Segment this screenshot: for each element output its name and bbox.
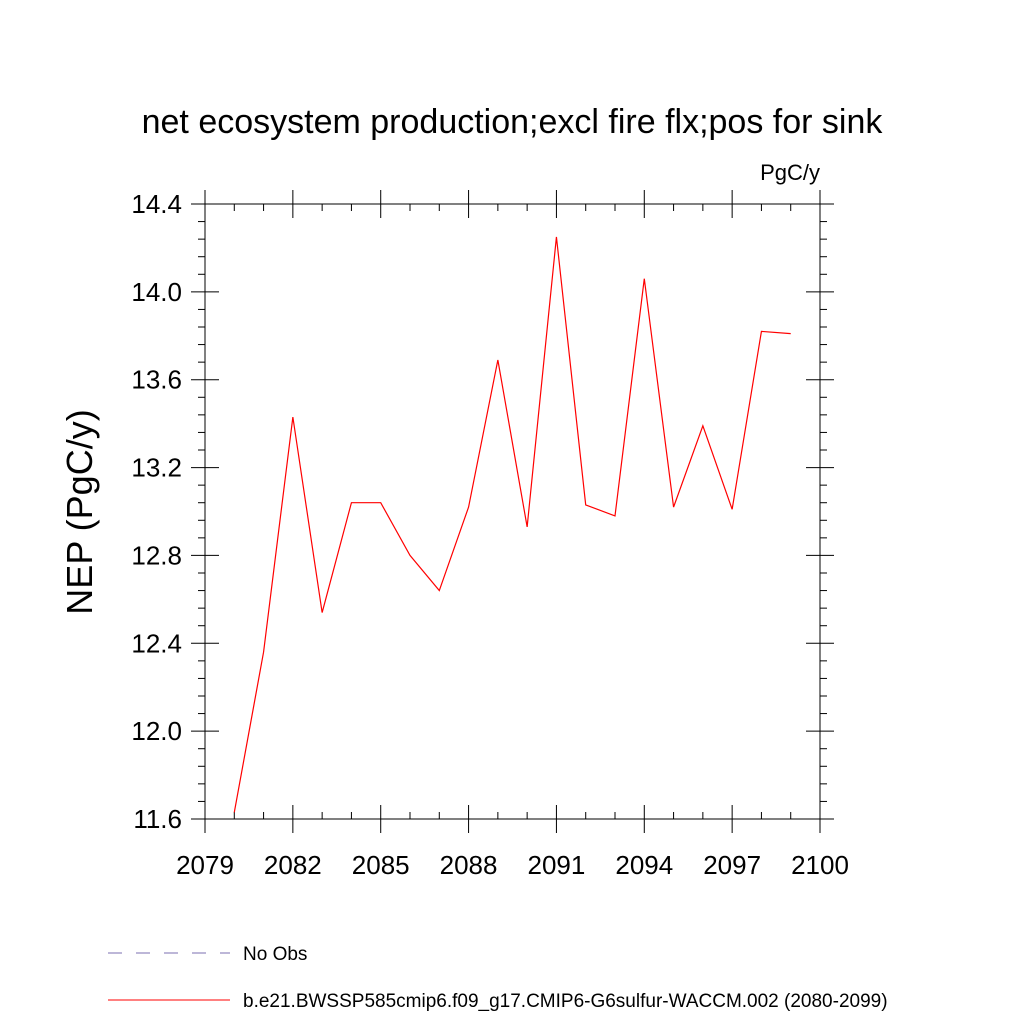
x-tick-label: 2100 [791,850,849,880]
chart-title: net ecosystem production;excl fire flx;p… [142,103,884,141]
y-tick-label: 11.6 [133,804,182,834]
x-tick-label: 2094 [615,850,673,880]
y-tick-label: 12.4 [131,628,182,658]
y-tick-label: 14.4 [131,189,182,219]
y-tick-label: 12.0 [131,716,182,746]
x-tick-label: 2082 [264,850,322,880]
series-layer [233,236,791,813]
y-tick-label: 13.2 [131,453,182,483]
x-tick-labels: 2079 2082 2085 2088 2091 2094 2097 2100 [176,850,849,880]
x-tick-label: 2079 [176,850,234,880]
y-tick-label: 14.0 [131,277,182,307]
y-axis-label: NEP (PgC/y) [59,409,100,614]
x-tick-label: 2097 [703,850,761,880]
major-ticks [191,190,834,833]
x-tick-label: 2085 [352,850,410,880]
minor-ticks [198,204,827,819]
legend-label: No Obs [243,944,307,965]
y-tick-label: 13.6 [131,365,182,395]
legend: No Obs b.e21.BWSSP585cmip6.f09_g17.CMIP6-… [108,944,888,1012]
y-tick-labels: 11.6 12.0 12.4 12.8 13.2 13.6 14.0 14.4 [131,189,182,834]
legend-label: b.e21.BWSSP585cmip6.f09_g17.CMIP6-G6sulf… [243,991,888,1012]
units-label: PgC/y [760,160,820,185]
plot-frame [204,203,821,820]
y-tick-label: 12.8 [131,540,182,570]
series-line [233,236,791,813]
x-tick-label: 2091 [528,850,586,880]
x-tick-label: 2088 [440,850,498,880]
